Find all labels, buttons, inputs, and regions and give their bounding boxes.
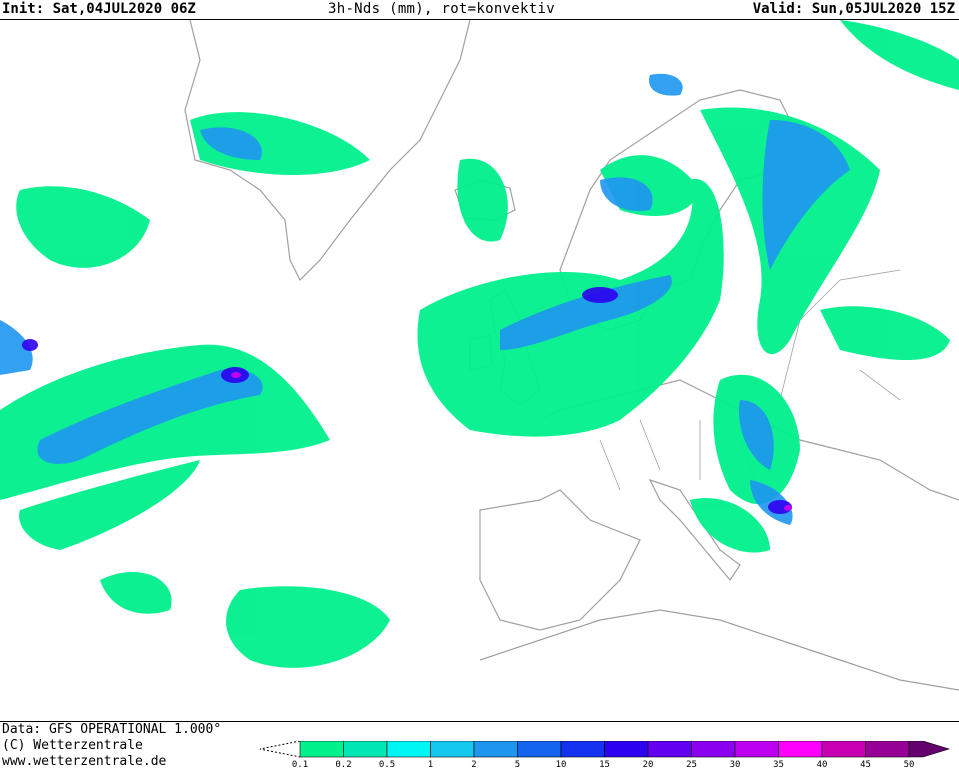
legend-tick-label: 15 bbox=[599, 760, 610, 770]
legend-tick-label: 35 bbox=[773, 760, 784, 770]
legend-swatch bbox=[386, 741, 431, 758]
precip-extreme bbox=[231, 372, 792, 511]
legend-swatch bbox=[778, 741, 823, 758]
legend-tick-label: 1 bbox=[427, 760, 434, 770]
legend-swatch bbox=[865, 741, 910, 758]
color-legend bbox=[259, 741, 951, 758]
greenland-coast bbox=[184, 20, 471, 282]
legend-tick-label: 45 bbox=[860, 760, 871, 770]
precip-moderate bbox=[0, 73, 850, 525]
map-title: 3h-Nds (mm), rot=konvektiv bbox=[328, 1, 555, 17]
legend-swatch bbox=[691, 741, 736, 758]
init-time: Init: Sat,04JUL2020 06Z bbox=[2, 1, 196, 17]
legend-swatch bbox=[517, 741, 562, 758]
legend-tick-label: 30 bbox=[729, 760, 741, 770]
valid-time: Valid: Sun,05JUL2020 15Z bbox=[752, 1, 955, 17]
legend-tick-label: 50 bbox=[903, 760, 915, 770]
legend-tick-label: 0.2 bbox=[335, 760, 352, 770]
legend-swatch bbox=[473, 741, 518, 758]
legend-tick-label: 20 bbox=[642, 760, 654, 770]
precipitation-fields bbox=[0, 20, 959, 668]
iberia-coast bbox=[479, 489, 641, 631]
data-source: Data: GFS OPERATIONAL 1.000° bbox=[2, 722, 222, 737]
header: Init: Sat,04JUL2020 06Z 3h-Nds (mm), rot… bbox=[0, 0, 959, 18]
legend-swatch bbox=[299, 741, 344, 758]
legend-swatch bbox=[908, 741, 951, 758]
legend-tick-label: 2 bbox=[471, 760, 477, 770]
legend-tick-label: 0.5 bbox=[378, 760, 396, 770]
map-canvas bbox=[0, 20, 959, 691]
legend-tick-label: 25 bbox=[686, 760, 697, 770]
website-url: www.wetterzentrale.de bbox=[2, 754, 167, 769]
legend-swatch bbox=[647, 741, 692, 758]
legend-swatch bbox=[343, 741, 388, 758]
italy-coast bbox=[648, 478, 741, 582]
precipitation-map bbox=[0, 19, 959, 722]
copyright: (C) Wetterzentrale bbox=[2, 738, 143, 753]
legend-tick-label: 40 bbox=[816, 760, 828, 770]
legend-swatch bbox=[604, 741, 649, 758]
legend-swatch bbox=[430, 741, 475, 758]
legend-tick-label: 5 bbox=[514, 760, 521, 770]
legend-swatch bbox=[560, 741, 605, 758]
legend-tick-label: 0.1 bbox=[291, 760, 309, 770]
legend-tick-label: 10 bbox=[555, 760, 567, 770]
legend-lower-arrow bbox=[259, 741, 301, 758]
legend-swatch bbox=[734, 741, 779, 758]
legend-swatch bbox=[821, 741, 866, 758]
north-africa-coast bbox=[479, 609, 959, 691]
